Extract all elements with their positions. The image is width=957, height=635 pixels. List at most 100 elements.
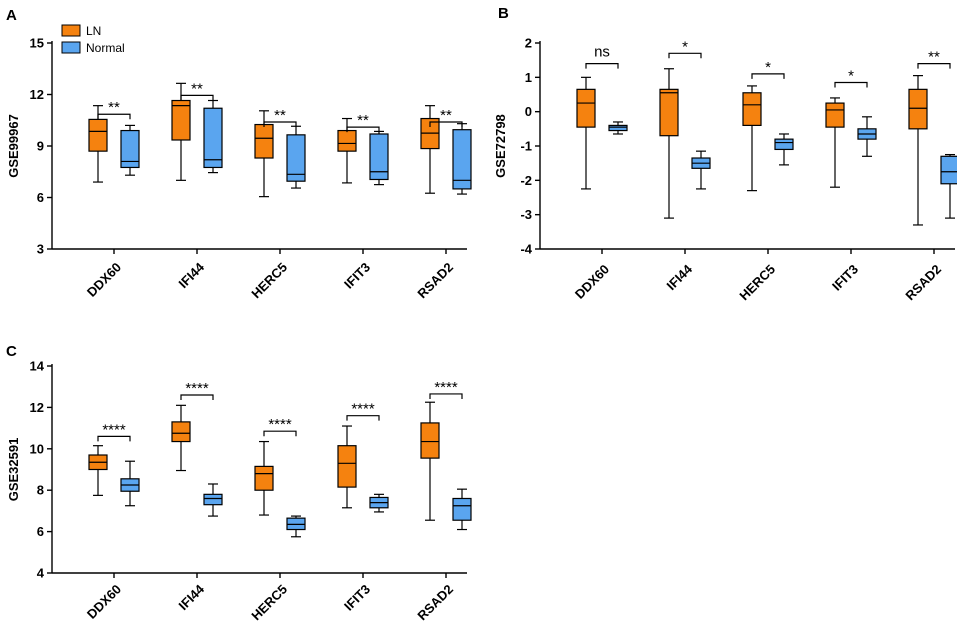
box-iqr (659, 88, 679, 137)
significance-ifit3: * (834, 67, 868, 88)
significance-label: ** (440, 107, 452, 124)
box-iqr (742, 92, 762, 126)
significance-bracket (917, 63, 951, 69)
significance-bracket (263, 121, 297, 127)
box-iqr (254, 465, 274, 491)
significance-ddx60: **** (97, 421, 131, 442)
panel-letter: A (6, 7, 17, 24)
y-tick-label: -2 (520, 173, 532, 188)
significance-bracket (180, 394, 214, 400)
significance-label: **** (185, 380, 209, 397)
significance-ifit3: ** (346, 112, 380, 133)
box-ln-ifi44 (659, 68, 679, 219)
box-iqr (825, 102, 845, 128)
significance-ifi44: **** (180, 380, 214, 400)
box-normal-ddx60 (120, 124, 140, 176)
box-normal-rsad2 (940, 153, 957, 219)
category-label-ddx60: DDX60 (572, 262, 612, 302)
box-iqr (171, 421, 191, 443)
significance-bracket (834, 81, 868, 88)
box-iqr (452, 129, 472, 190)
box-normal-ddx60 (120, 460, 140, 507)
box-normal-rsad2 (452, 488, 472, 531)
box-iqr (908, 88, 928, 130)
box-ln-ifit3 (825, 97, 845, 188)
box-ln-ifi44 (171, 404, 191, 472)
box-normal-herc5 (774, 133, 794, 166)
box-normal-ddx60 (608, 121, 628, 135)
y-tick-label: -1 (520, 139, 532, 154)
y-tick-label: 14 (30, 359, 45, 374)
y-tick-label: 2 (525, 36, 532, 51)
category-label-rsad2: RSAD2 (414, 260, 456, 302)
category-label-ddx60: DDX60 (84, 260, 124, 300)
box-normal-ifi44 (203, 483, 223, 517)
significance-bracket (97, 113, 131, 120)
box-iqr (420, 422, 440, 459)
category-label-ifit3: IFIT3 (829, 262, 861, 294)
significance-rsad2: **** (429, 379, 463, 399)
significance-label: **** (434, 379, 458, 396)
category-label-rsad2: RSAD2 (902, 262, 944, 304)
significance-rsad2: ** (429, 107, 463, 127)
box-iqr (608, 124, 628, 132)
box-iqr (337, 129, 357, 152)
legend-label-normal: Normal (86, 41, 125, 55)
significance-bracket (346, 415, 380, 421)
category-label-ifit3: IFIT3 (341, 582, 373, 614)
box-iqr (369, 133, 389, 181)
y-tick-label: -3 (520, 207, 532, 222)
category-label-ifi44: IFI44 (664, 261, 696, 293)
significance-bracket (751, 73, 785, 79)
y-tick-label: 12 (30, 87, 44, 102)
significance-herc5: **** (263, 416, 297, 437)
significance-ifi44: * (668, 38, 702, 59)
panel-b: B GSE72798 -4 -3 -2 -1 0 1 2 DDX60 ns IFI44 * HERC5 * I… (493, 5, 957, 303)
box-ln-ddx60 (576, 76, 596, 190)
box-iqr (171, 99, 191, 141)
box-ln-rsad2 (420, 105, 440, 194)
box-normal-ifit3 (857, 116, 877, 157)
box-ln-rsad2 (908, 75, 928, 226)
significance-label: **** (102, 421, 126, 438)
y-tick-label: 12 (30, 400, 44, 415)
y-tick-label: 1 (525, 70, 532, 85)
y-tick-label: 9 (37, 139, 44, 154)
box-ln-herc5 (254, 110, 274, 198)
box-ln-ifit3 (337, 117, 357, 184)
panel-c: C GSE32591 4 6 8 10 12 14 DDX60 **** IFI44 **** HERC… (6, 343, 472, 624)
significance-label: * (682, 38, 688, 55)
box-ln-ddx60 (88, 445, 108, 496)
box-iqr (286, 134, 306, 182)
significance-bracket (97, 435, 131, 442)
significance-label: ** (274, 107, 286, 124)
category-label-herc5: HERC5 (736, 262, 778, 304)
significance-ifi44: ** (180, 80, 214, 101)
significance-bracket (429, 121, 463, 127)
category-label-ddx60: DDX60 (84, 582, 124, 622)
box-iqr (203, 107, 223, 169)
significance-label: ns (594, 44, 610, 61)
category-label-ifi44: IFI44 (176, 581, 208, 613)
y-tick-label: 8 (37, 483, 44, 498)
box-normal-ifit3 (369, 493, 389, 513)
box-normal-herc5 (286, 515, 306, 538)
y-tick-label: 0 (525, 104, 532, 119)
category-label-herc5: HERC5 (248, 582, 290, 624)
category-label-ifi44: IFI44 (176, 259, 208, 291)
category-label-ifit3: IFIT3 (341, 260, 373, 292)
y-tick-label: 15 (30, 36, 44, 51)
y-tick-label: -4 (520, 242, 532, 257)
box-iqr (88, 118, 108, 152)
category-label-rsad2: RSAD2 (414, 582, 456, 624)
y-tick-label: 6 (37, 524, 44, 539)
box-ln-herc5 (254, 440, 274, 516)
box-normal-ifi44 (203, 99, 223, 174)
box-ln-rsad2 (420, 401, 440, 521)
significance-bracket (429, 393, 463, 399)
legend-label-ln: LN (86, 24, 101, 38)
significance-label: * (848, 67, 854, 84)
significance-ddx60: ns (585, 44, 619, 69)
y-axis-label: GSE72798 (493, 114, 508, 178)
significance-bracket (263, 430, 297, 437)
